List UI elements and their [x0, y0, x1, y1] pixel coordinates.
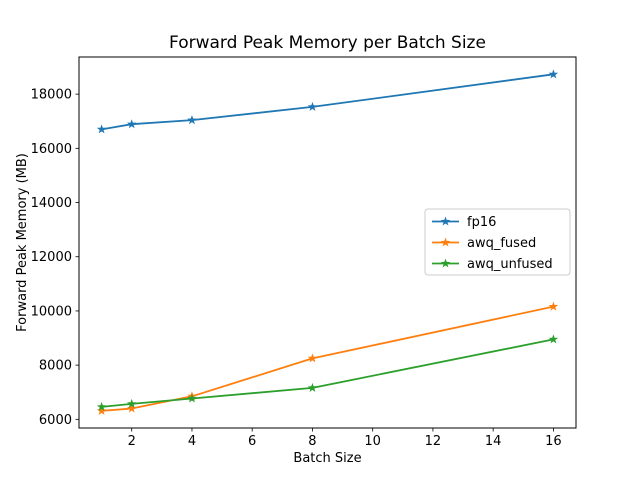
data-point-star-icon [548, 334, 559, 344]
y-tick-label: 12000 [31, 250, 72, 265]
x-tick-label: 2 [128, 434, 136, 449]
legend-star-icon [440, 258, 451, 268]
data-point-star-icon [126, 398, 137, 408]
legend: fp16 awq_fused awq_unfused [424, 208, 571, 276]
x-tick-label: 14 [485, 434, 502, 449]
legend-star-icon [440, 216, 451, 226]
x-tick-label: 12 [425, 434, 442, 449]
x-tick-label: 8 [308, 434, 316, 449]
data-point-star-icon [96, 401, 107, 411]
y-tick-label: 6000 [39, 413, 72, 428]
data-point-star-icon [126, 403, 137, 413]
plot-area: 2 4 6 8 10 12 14 16 6000 8000 10000 12000 14000 16000… [31, 56, 577, 449]
y-tick-label: 16000 [31, 142, 72, 157]
chart-title: Forward Peak Memory per Batch Size [169, 33, 486, 53]
data-point-star-icon [307, 382, 318, 392]
legend-box [424, 208, 571, 276]
legend-label-fp16: fp16 [467, 215, 496, 230]
data-point-star-icon [126, 119, 137, 129]
data-point-star-icon [187, 115, 197, 125]
axes-spines [78, 56, 577, 429]
data-point-star-icon [307, 101, 318, 111]
x-tick-label: 6 [248, 434, 256, 449]
y-axis-label: Forward Peak Memory (MB) [15, 153, 30, 332]
data-point-star-icon [96, 124, 107, 134]
data-point-star-icon [307, 353, 318, 363]
legend-star-icon [440, 237, 451, 247]
x-tick-label: 4 [188, 434, 196, 449]
data-point-star-icon [548, 69, 559, 79]
x-tick-label: 10 [364, 434, 381, 449]
y-tick-label: 10000 [31, 304, 72, 319]
x-axis-label: Batch Size [293, 451, 361, 466]
data-point-star-icon [548, 301, 559, 311]
y-tick-label: 18000 [31, 88, 72, 103]
series-line-awq_fused [100, 305, 555, 412]
y-tick-label: 14000 [31, 196, 72, 211]
data-point-star-icon [96, 405, 107, 415]
series-line-fp16 [100, 73, 555, 131]
data-point-star-icon [187, 393, 197, 403]
y-tick-label: 8000 [39, 359, 72, 374]
legend-label-awq_fused: awq_fused [467, 236, 536, 251]
legend-label-awq_unfused: awq_unfused [467, 257, 553, 272]
series-line-awq_unfused [100, 338, 555, 408]
x-tick-label: 16 [545, 434, 562, 449]
